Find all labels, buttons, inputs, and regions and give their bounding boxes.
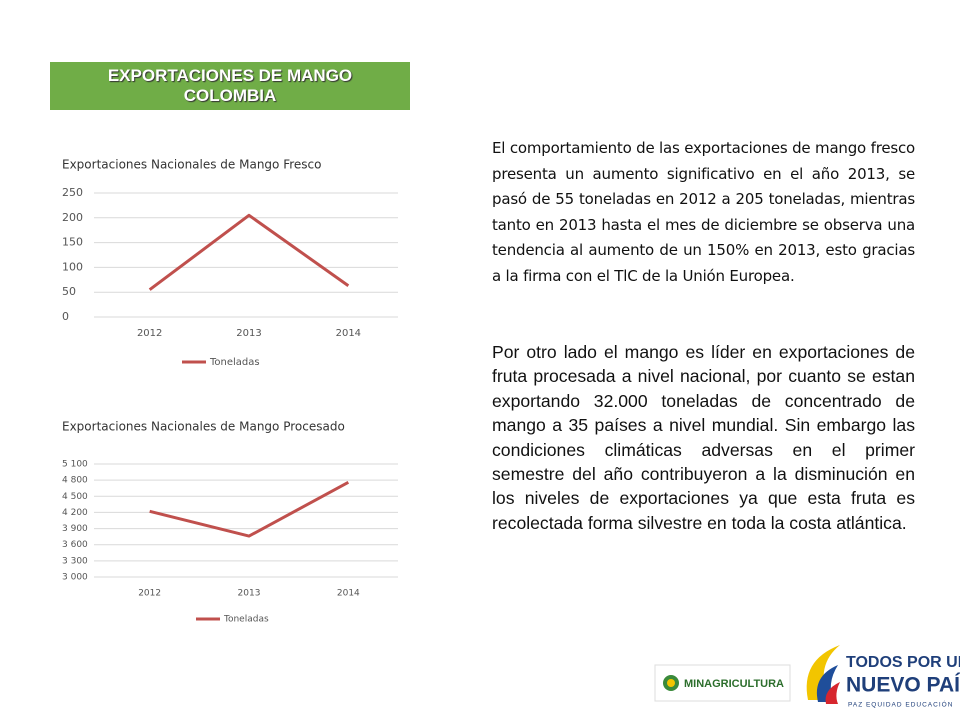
x-tick-label: 2014 bbox=[337, 589, 360, 599]
swoosh-red bbox=[825, 682, 840, 704]
paragraph: El comportamiento de las exportaciones d… bbox=[492, 139, 915, 285]
y-tick-label: 4 500 bbox=[62, 492, 88, 502]
slide-title: EXPORTACIONES DE MANGO COLOMBIA bbox=[50, 62, 410, 110]
y-tick-label: 200 bbox=[62, 211, 83, 224]
legend-label: Toneladas bbox=[209, 357, 260, 368]
y-tick-label: 4 200 bbox=[62, 508, 88, 518]
x-tick-label: 2013 bbox=[238, 589, 261, 599]
y-tick-label: 250 bbox=[62, 186, 83, 199]
y-tick-label: 3 600 bbox=[62, 540, 88, 550]
x-tick-label: 2014 bbox=[336, 328, 361, 339]
y-tick-label: 100 bbox=[62, 260, 83, 273]
ministry-emblem-center bbox=[667, 679, 675, 687]
x-tick-label: 2013 bbox=[236, 328, 261, 339]
y-tick-label: 3 900 bbox=[62, 524, 88, 534]
x-tick-label: 2012 bbox=[137, 328, 162, 339]
x-tick-label: 2012 bbox=[138, 589, 161, 599]
y-tick-label: 150 bbox=[62, 236, 83, 249]
ministry-name: MINAGRICULTURA bbox=[684, 678, 784, 690]
swoosh-blue bbox=[816, 665, 838, 702]
line-series bbox=[149, 480, 350, 538]
slogan: NUEVO PAÍS bbox=[846, 674, 960, 697]
y-tick-label: 3 300 bbox=[62, 556, 88, 566]
slogan: PAZ EQUIDAD EDUCACIÓN bbox=[848, 700, 953, 709]
chart-title: Exportaciones Nacionales de Mango Fresco bbox=[62, 158, 321, 172]
y-tick-label: 3 000 bbox=[62, 573, 88, 583]
chart-title: Exportaciones Nacionales de Mango Proces… bbox=[62, 420, 345, 434]
slogan: TODOS POR UN bbox=[846, 654, 960, 671]
paragraph: Por otro lado el mango es líder en expor… bbox=[492, 342, 915, 533]
legend-label: Toneladas bbox=[223, 615, 269, 625]
y-tick-label: 4 800 bbox=[62, 476, 88, 486]
y-tick-label: 5 100 bbox=[62, 460, 88, 470]
swoosh-yellow bbox=[806, 645, 840, 700]
line-series bbox=[148, 213, 350, 291]
y-tick-label: 0 bbox=[62, 310, 69, 323]
y-tick-label: 50 bbox=[62, 285, 76, 298]
